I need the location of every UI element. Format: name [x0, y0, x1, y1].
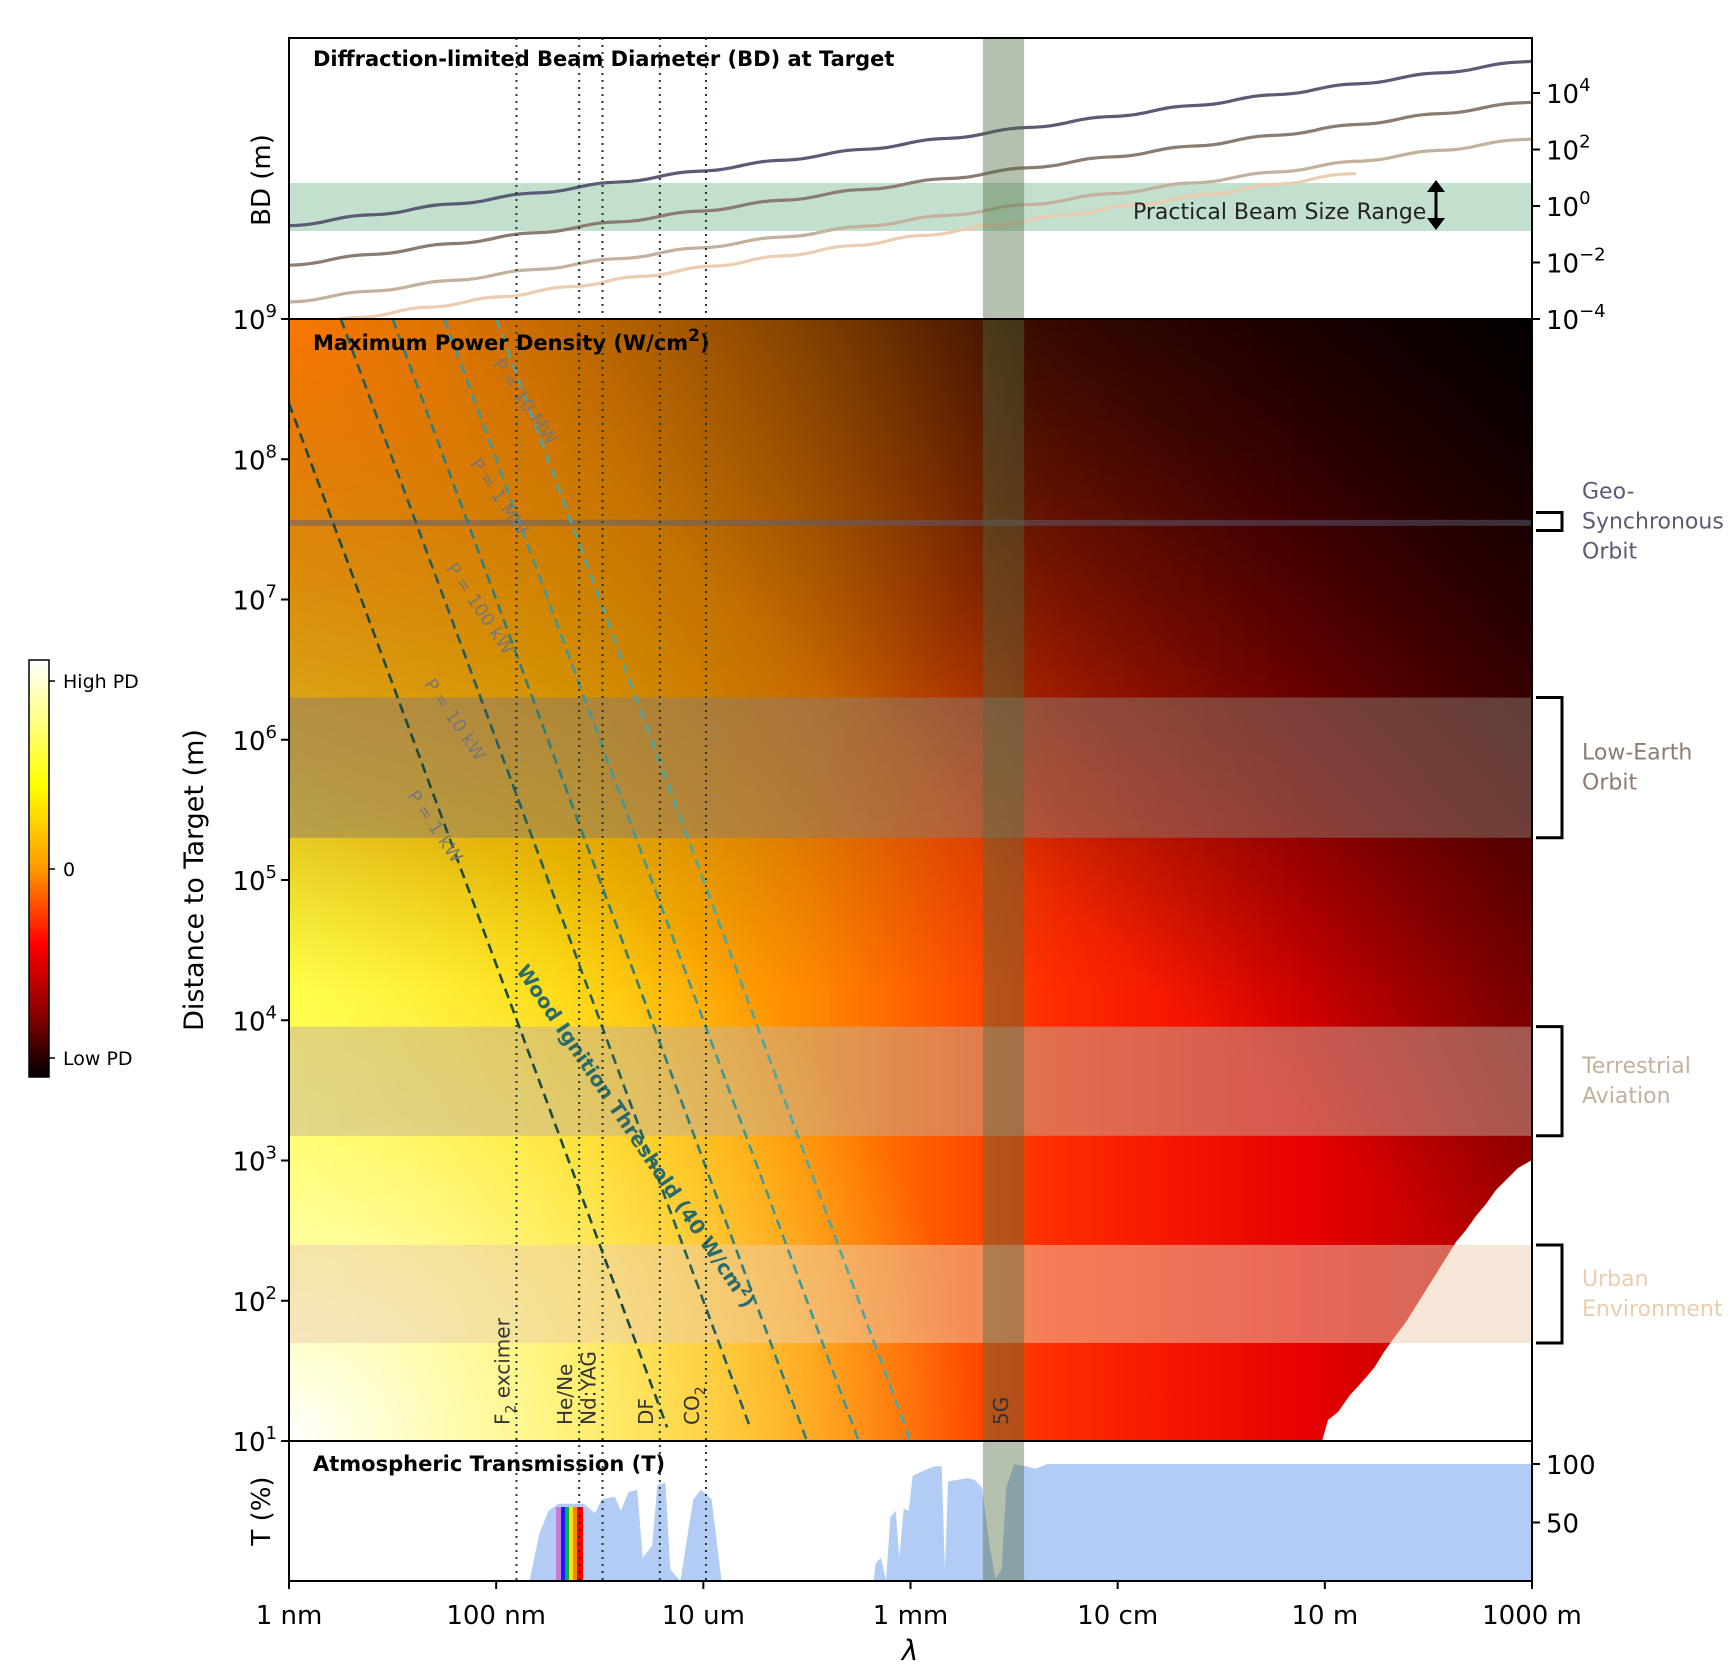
transmission-yticks: 100 50	[1532, 1451, 1596, 1540]
distance-ytick-label-7: 102	[232, 1283, 277, 1318]
region-label-1-1: Orbit	[1582, 771, 1637, 796]
region-labels: Geo- Synchronous Orbit Low-Earth Orbit Terres…	[1536, 480, 1724, 1345]
colorbar-low-label: Low PD	[63, 1048, 133, 1070]
laser-label-3: DF	[634, 1398, 658, 1425]
bd-ytick-label-2: 100	[1546, 188, 1591, 223]
x-tick-label-2: 10 um	[662, 1601, 745, 1631]
region-label-2-1: Aviation	[1582, 1084, 1671, 1109]
bd-ytick-label-3: 10−2	[1546, 245, 1606, 280]
axes-frames	[288, 37, 1533, 1582]
bd-ytick-label-4: 10−4	[1546, 301, 1606, 336]
transmission-ytick-label-1: 50	[1546, 1510, 1579, 1540]
region-label-0-2: Orbit	[1582, 540, 1637, 565]
region-label-1-0: Low-Earth	[1582, 741, 1692, 766]
colorbar-zero-label: 0	[63, 859, 75, 881]
region-label-2-0: Terrestrial	[1581, 1054, 1691, 1079]
transmission-panel: Atmospheric Transmission (T) T (%) 100 50	[247, 1441, 1596, 1581]
beam-diameter-title: Diffraction-limited Beam Diameter (BD) a…	[313, 47, 894, 71]
distance-ytick-label-5: 104	[232, 1002, 277, 1037]
region-bands	[289, 519, 1532, 1343]
region-label-3-1: Environment	[1582, 1297, 1723, 1322]
beam-diameter-line-1	[288, 59, 1533, 228]
5g-label: 5G	[989, 1397, 1013, 1425]
region-bracket-3	[1536, 1243, 1564, 1345]
laser-labels: F2 excimer He/Ne Nd:YAG DF CO2	[490, 1317, 708, 1425]
laser-label-2: Nd:YAG	[577, 1351, 601, 1425]
laser-lines	[515, 38, 707, 1581]
region-band-0	[289, 519, 1532, 526]
distance-ytick-label-6: 103	[232, 1143, 277, 1178]
beam-diameter-ylabel: BD (m)	[247, 134, 277, 226]
region-band-2	[289, 1026, 1532, 1136]
power-line-4	[287, 402, 669, 1428]
practical-beam-size-label: Practical Beam Size Range	[1133, 200, 1426, 225]
laser-label-0: F2 excimer	[490, 1317, 519, 1425]
distance-yticks: 109 108 107 106 105 104 103 102 101	[232, 301, 289, 1458]
x-tick-label-1: 100 nm	[446, 1601, 546, 1631]
distance-ytick-label-0: 109	[232, 301, 277, 336]
transmission-area	[529, 1464, 1532, 1581]
power-line-0	[494, 318, 912, 1442]
power-line-1	[443, 318, 860, 1442]
x-tick-label-0: 1 nm	[256, 1601, 323, 1631]
transmission-ylabel: T (%)	[247, 1476, 277, 1546]
region-label-3-0: Urban	[1582, 1267, 1649, 1292]
beam-diameter-yticks: 104 102 100 10−2 10−4	[1532, 75, 1606, 336]
colorbar: High PD 0 Low PD	[28, 659, 139, 1078]
distance-ylabel: Distance to Target (m)	[179, 729, 210, 1031]
region-bracket-2	[1536, 1025, 1564, 1138]
power-density-panel: P = 10 MWP = 1 MWP = 100 kWP = 10 kWP = …	[179, 301, 1724, 1458]
power-density-title: Maximum Power Density (W/cm2)	[313, 326, 710, 355]
distance-ytick-label-4: 105	[232, 862, 277, 897]
bd-ytick-label-1: 102	[1546, 132, 1591, 167]
beam-diameter-line-2	[288, 100, 1533, 267]
x-tick-label-5: 10 m	[1291, 1601, 1358, 1631]
double-arrow-icon	[1427, 180, 1445, 230]
x-tick-label-6: 1000 m	[1482, 1601, 1582, 1631]
power-line-3	[339, 318, 752, 1428]
x-tick-label-3: 1 mm	[873, 1601, 948, 1631]
5g-band	[982, 38, 1025, 1581]
bd-ytick-label-0: 104	[1546, 75, 1591, 110]
distance-ytick-label-8: 101	[232, 1423, 277, 1458]
region-bracket-1	[1536, 696, 1564, 840]
region-band-3	[289, 1244, 1532, 1343]
x-axis-label: λ	[900, 1634, 919, 1667]
colorbar-high-label: High PD	[63, 671, 139, 693]
power-line-2	[391, 318, 809, 1442]
beam-diameter-panel: Practical Beam Size Range Diffraction-li…	[247, 38, 1606, 336]
transmission-title: Atmospheric Transmission (T)	[313, 1452, 665, 1476]
x-tick-label-4: 10 cm	[1077, 1601, 1158, 1631]
region-bracket-0	[1536, 511, 1564, 533]
beam-diameter-line-3	[288, 137, 1533, 304]
distance-ytick-label-3: 106	[232, 722, 277, 757]
region-label-0-0: Geo-	[1582, 480, 1634, 505]
laser-label-4: CO2	[680, 1386, 709, 1425]
x-axis: 1 nm 100 nm 10 um 1 mm 10 cm 10 m 1000 m	[256, 1581, 1582, 1631]
distance-ytick-label-2: 107	[232, 582, 277, 617]
laser-label-1: He/Ne	[553, 1364, 577, 1425]
beam-diameter-series	[288, 59, 1533, 330]
colorbar-gradient	[28, 659, 50, 1078]
beam-diameter-line-4	[288, 172, 1357, 330]
region-label-0-1: Synchronous	[1582, 510, 1724, 535]
distance-ytick-label-1: 108	[232, 441, 277, 476]
transmission-ytick-label-0: 100	[1546, 1451, 1596, 1481]
practical-beam-size-band	[289, 183, 1532, 231]
region-band-1	[289, 697, 1532, 838]
